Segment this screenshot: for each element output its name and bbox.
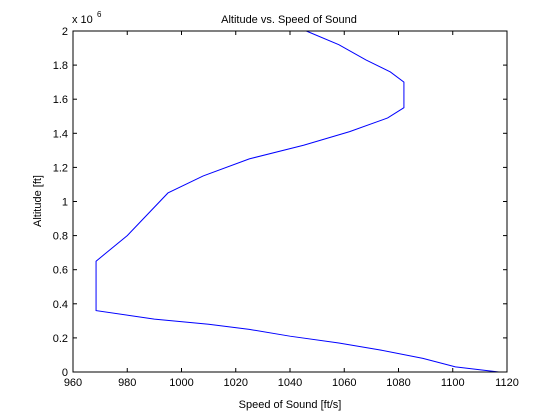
series-layer [96, 31, 499, 372]
y-exponent-base: x 10 [72, 14, 93, 26]
chart-title: Altitude vs. Speed of Sound [221, 14, 357, 26]
x-tick-label: 980 [118, 377, 136, 389]
y-tick-label: 0.8 [53, 231, 68, 243]
y-tick-label: 0.6 [53, 265, 68, 277]
x-tick-label: 1080 [386, 377, 410, 389]
y-tick-label: 1.4 [53, 128, 68, 140]
y-exponent-power: 6 [97, 10, 102, 19]
x-tick-label: 1060 [332, 377, 356, 389]
axes-box [73, 31, 507, 372]
x-tick-label: 1020 [224, 377, 248, 389]
y-tick-label: 1.8 [53, 60, 68, 72]
y-tick-label: 1.2 [53, 162, 68, 174]
y-tick-label: 0.4 [53, 299, 68, 311]
plot-area [73, 31, 507, 372]
y-axis-label: Altitude [ft] [32, 175, 44, 227]
y-tick-label: 1.6 [53, 94, 68, 106]
x-axis-label: Speed of Sound [ft/s] [239, 399, 342, 411]
y-tick-label: 1 [62, 197, 68, 209]
x-tick-label: 1000 [169, 377, 193, 389]
y-tick-label: 2 [62, 26, 68, 38]
x-axis-ticks: 960 980 1000 1020 1040 1060 1080 1100 1120 [64, 31, 519, 389]
y-tick-label: 0 [62, 367, 68, 379]
x-tick-label: 1100 [441, 377, 465, 389]
x-tick-label: 1120 [495, 377, 519, 389]
y-tick-label: 0.2 [53, 333, 68, 345]
y-axis-ticks: 0 0.2 0.4 0.6 0.8 1 1.2 1.4 1.6 1.8 2 [53, 26, 507, 379]
x-tick-label: 1040 [278, 377, 302, 389]
series-line [96, 31, 499, 372]
